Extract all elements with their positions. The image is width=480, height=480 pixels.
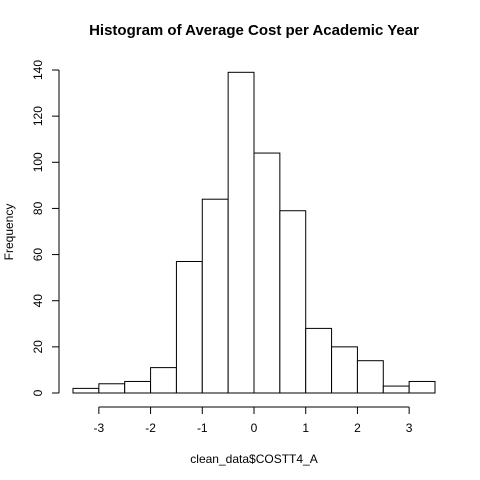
x-tick-label: 1 bbox=[302, 421, 309, 435]
histogram-bar-13 bbox=[408, 380, 436, 394]
histogram-bar-2 bbox=[124, 380, 152, 394]
histogram-bar-8 bbox=[279, 210, 307, 394]
x-axis-title: clean_data$COSTT4_A bbox=[190, 452, 317, 466]
histogram-bar-9 bbox=[305, 327, 333, 394]
y-tick-label: 20 bbox=[31, 340, 45, 354]
histogram-bar-4 bbox=[175, 260, 203, 394]
y-tick-label: 120 bbox=[31, 106, 45, 126]
y-tick-label: 0 bbox=[31, 389, 45, 396]
y-tick-label: 40 bbox=[31, 294, 45, 308]
histogram-bar-0 bbox=[72, 387, 100, 394]
histogram-bars bbox=[72, 71, 436, 394]
x-tick-label: 2 bbox=[354, 421, 361, 435]
y-axis-title: Frequency bbox=[2, 204, 16, 261]
histogram-bar-1 bbox=[98, 383, 126, 394]
x-tick-label: 0 bbox=[251, 421, 258, 435]
histogram-bar-3 bbox=[150, 367, 177, 394]
histogram-bar-10 bbox=[331, 346, 358, 394]
x-tick-label: 3 bbox=[406, 421, 413, 435]
x-tick-label: -3 bbox=[94, 421, 105, 435]
y-tick-label: 100 bbox=[31, 152, 45, 172]
chart-title: Histogram of Average Cost per Academic Y… bbox=[89, 22, 419, 39]
x-axis: -3 -2 -1 0 1 2 3 bbox=[94, 406, 413, 435]
histogram-bar-11 bbox=[356, 360, 384, 394]
y-tick-label: 80 bbox=[31, 201, 45, 215]
histogram-bar-7 bbox=[253, 152, 281, 394]
histogram-bar-6 bbox=[227, 71, 255, 394]
histogram-bar-12 bbox=[382, 385, 410, 394]
y-tick-label: 60 bbox=[31, 248, 45, 262]
x-tick-label: -1 bbox=[197, 421, 208, 435]
y-tick-label: 140 bbox=[31, 60, 45, 80]
y-axis: 0 20 40 60 80 100 120 140 bbox=[31, 60, 60, 396]
x-tick-label: -2 bbox=[145, 421, 156, 435]
histogram-bar-5 bbox=[201, 198, 229, 394]
